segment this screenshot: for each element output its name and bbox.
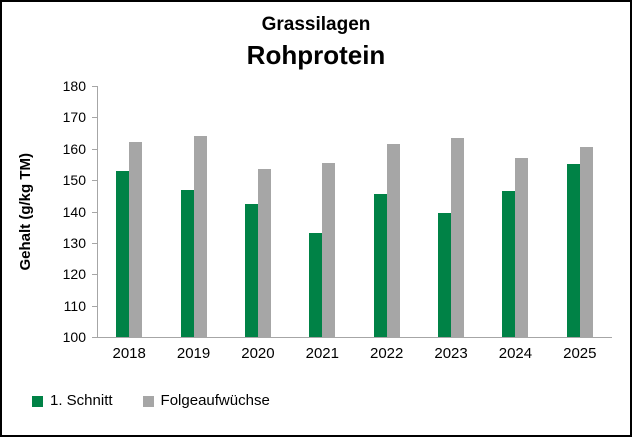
y-tick-170: [92, 117, 97, 119]
x-label-2025: 2025: [563, 345, 597, 362]
x-axis-line: [97, 337, 612, 338]
bar-schnitt-2023: [438, 213, 452, 337]
legend-swatch-schnitt: [32, 395, 43, 407]
legend-item-folge: Folgeaufwüchse: [142, 392, 270, 410]
bar-folge-2019: [193, 136, 207, 337]
y-axis-line: [97, 86, 98, 337]
bar-folge-2024: [515, 158, 529, 337]
bar-schnitt-2022: [373, 194, 387, 337]
y-axis-title-text: Gehalt (g/kg TM): [16, 152, 34, 271]
plot-area: 180 170 160 150 140 130 120 110 100: [63, 78, 612, 345]
y-tick-120: [92, 274, 97, 276]
bar-schnitt-2024: [502, 191, 516, 337]
x-axis-labels: 2018 2019 2020 2021 2022 2023 2024 2025: [97, 345, 612, 365]
legend-label-folge: Folgeaufwüchse: [160, 392, 270, 409]
y-tick-label-180: 180: [62, 78, 86, 94]
y-tick-150: [92, 180, 97, 182]
y-tick-160: [92, 148, 97, 150]
x-label-2018: 2018: [112, 345, 146, 362]
chart-title-line1: Grassilagen: [261, 14, 371, 35]
bar-folge-2020: [257, 169, 271, 337]
y-tick-label-170: 170: [62, 109, 86, 126]
y-tick-110: [92, 305, 97, 307]
legend-swatch-folge: [142, 395, 154, 407]
x-label-2019: 2019: [176, 345, 211, 362]
y-axis-title: Gehalt (g/kg TM): [12, 86, 38, 337]
x-label-2023: 2023: [434, 345, 468, 362]
x-label-2021: 2021: [305, 345, 339, 362]
y-tick-label-100: 100: [62, 329, 86, 345]
x-label-2024: 2024: [498, 345, 533, 362]
y-tick-140: [92, 211, 97, 213]
legend-label-schnitt: 1. Schnitt: [50, 392, 113, 409]
bar-folge-2018: [129, 142, 143, 337]
bar-folge-2023: [451, 137, 465, 337]
y-tick-100: [92, 337, 97, 338]
bar-folge-2025: [579, 147, 593, 337]
y-tick-label-120: 120: [62, 266, 86, 283]
y-tick-label-140: 140: [62, 203, 86, 220]
x-label-2022: 2022: [370, 345, 404, 362]
chart-title-line2: Rohprotein: [246, 40, 386, 70]
bar-folge-2021: [322, 162, 336, 337]
y-tick-label-110: 110: [63, 297, 86, 314]
bar-schnitt-2025: [566, 164, 580, 337]
bar-schnitt-2021: [309, 233, 323, 337]
bar-schnitt-2020: [244, 203, 258, 337]
y-tick-130: [92, 242, 97, 244]
bar-schnitt-2018: [116, 170, 130, 337]
y-tick-180: [92, 86, 97, 87]
y-tick-label-160: 160: [62, 140, 86, 157]
y-tick-label-150: 150: [62, 172, 86, 189]
legend: 1. Schnitt Folgeaufwüchse: [32, 392, 270, 410]
bar-folge-2022: [386, 144, 400, 337]
x-label-2020: 2020: [241, 345, 275, 362]
bar-schnitt-2019: [180, 189, 194, 337]
y-tick-label-130: 130: [62, 234, 86, 251]
legend-item-schnitt: 1. Schnitt: [32, 392, 113, 410]
